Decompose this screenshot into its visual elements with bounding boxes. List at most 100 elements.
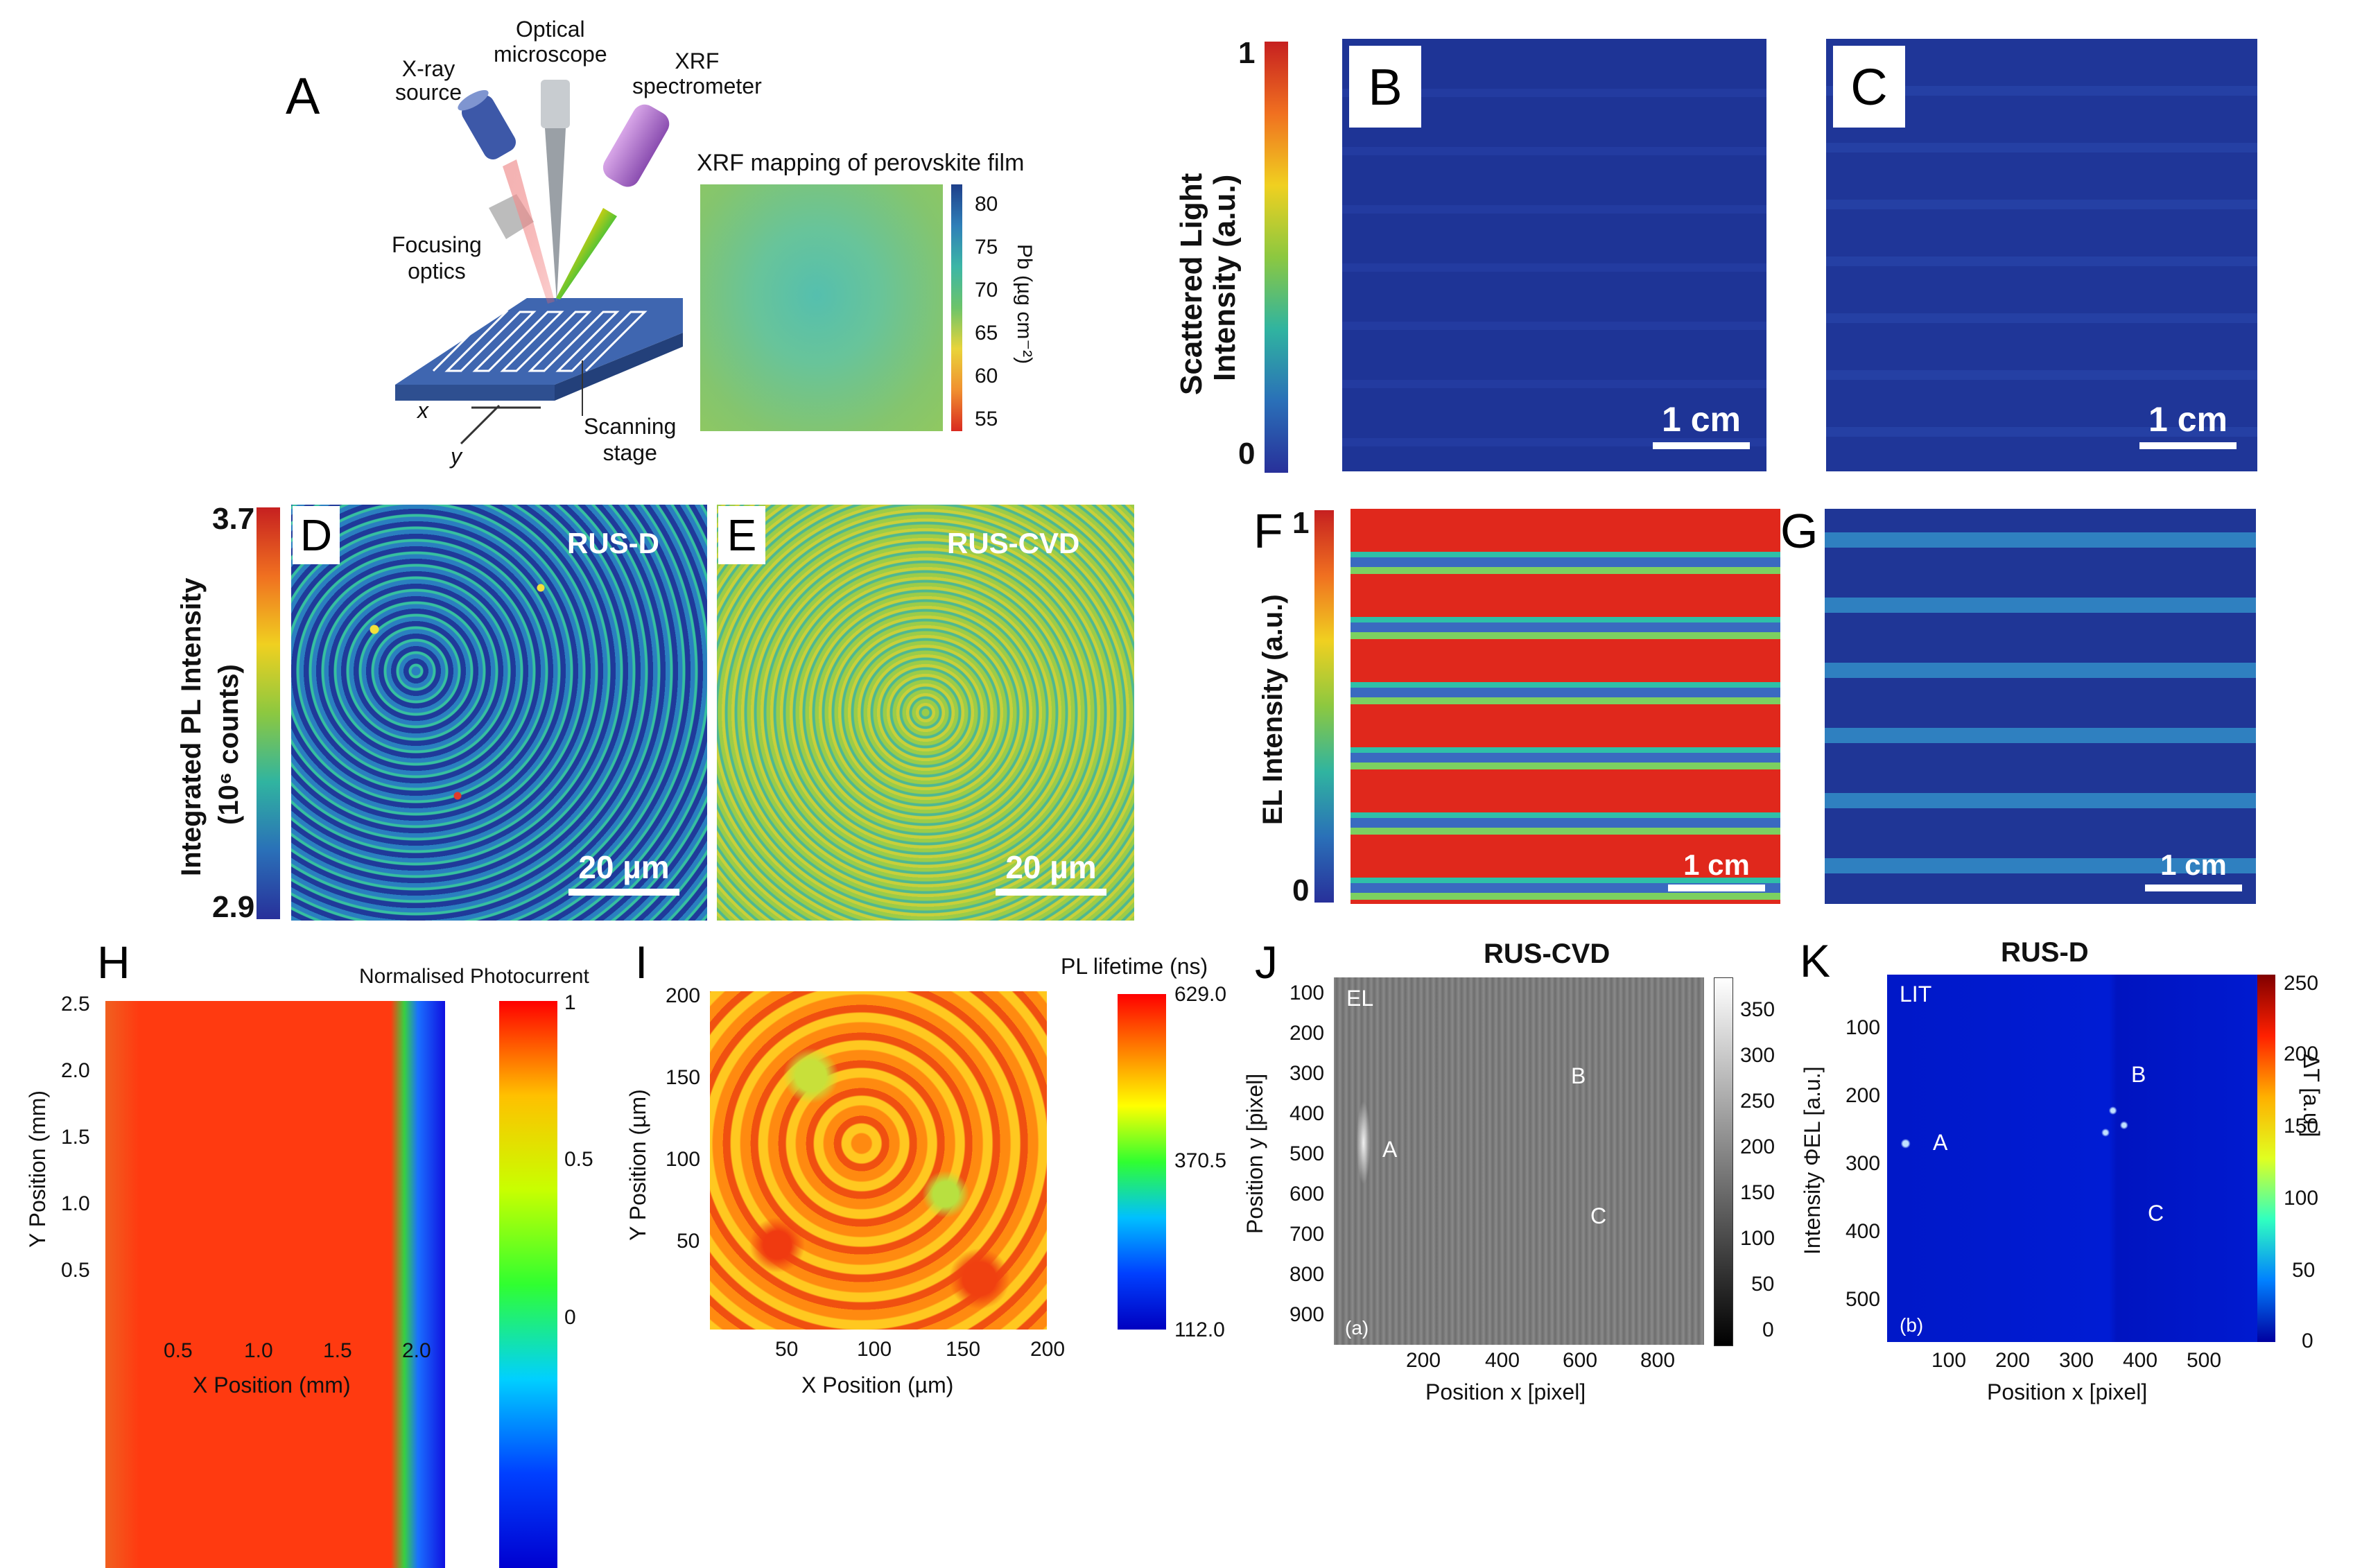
scalebar-d-line [568, 889, 679, 896]
letter-b: B [1349, 46, 1421, 128]
axis-x-label: x [417, 398, 428, 423]
k-ytick-4: 500 [1846, 1288, 1881, 1311]
j-el-image [1334, 977, 1704, 1345]
k-label-c: C [2148, 1201, 2164, 1226]
k-cbar-tick-0: 250 [2284, 972, 2319, 995]
k-xlabel: Position x [pixel] [1987, 1379, 2148, 1404]
lifetime-cbar-tick-0: 629.0 [1174, 983, 1227, 1006]
scatter-cbar-label-2: Intensity (a.u.) [1208, 174, 1242, 381]
photocurrent-cbar-tick-2: 0 [564, 1306, 576, 1329]
scanning-stage-label-2: stage [602, 440, 657, 465]
letter-j: J [1255, 937, 1278, 988]
j-label-b: B [1571, 1063, 1586, 1088]
pl-cbar-label-2: (10⁶ counts) [214, 664, 244, 825]
lifetime-ytick-1: 150 [666, 1066, 701, 1089]
photocurrent-ytick-1: 2.0 [61, 1059, 90, 1082]
j-title: RUS-CVD [1484, 939, 1610, 969]
photocurrent-colorbar [499, 1001, 557, 1568]
k-cbar-tick-2: 150 [2284, 1115, 2319, 1138]
panel-bc: 1 0 Scattered Light Intensity (a.u.) B 1… [1144, 28, 2267, 485]
k-tag: LIT [1900, 982, 1932, 1007]
lifetime-map [710, 991, 1047, 1330]
lifetime-xtick-3: 200 [1030, 1338, 1066, 1361]
photocurrent-xtick-3: 2.0 [402, 1339, 431, 1362]
k-xtick-4: 500 [2187, 1349, 2222, 1372]
k-xtick-0: 100 [1931, 1349, 1967, 1372]
j-ylabel: Position y [pixel] [1242, 1073, 1267, 1234]
lifetime-xtick-2: 150 [946, 1338, 981, 1361]
xray-source-label-2: source [395, 80, 462, 105]
el-cbar-label: EL Intensity (a.u.) [1258, 594, 1288, 825]
scalebar-f-line [1668, 885, 1765, 891]
map-e [717, 505, 1134, 921]
j-cbar-tick-1: 300 [1740, 1044, 1775, 1067]
xrf-cbar-label: Pb (µg cm⁻²) [1013, 244, 1036, 365]
photocurrent-xtick-1: 1.0 [244, 1339, 273, 1362]
j-cbar-tick-5: 100 [1740, 1227, 1775, 1250]
j-xtick-3: 800 [1640, 1349, 1676, 1372]
letter-h: H [97, 937, 130, 988]
scanning-stage-top [395, 298, 683, 385]
map-f [1351, 509, 1780, 904]
j-ytick-3: 400 [1289, 1102, 1325, 1125]
k-lit-image [1887, 975, 2257, 1342]
letter-c: C [1833, 46, 1905, 128]
scalebar-d: 20 µm [568, 848, 679, 896]
j-cbar-tick-0: 350 [1740, 998, 1775, 1021]
xrf-tick-0: 80 [975, 193, 998, 216]
scalebar-b-label: 1 cm [1662, 400, 1741, 439]
xrf-tick-4: 60 [975, 365, 998, 387]
xrf-tick-5: 55 [975, 408, 998, 430]
j-xtick-2: 600 [1563, 1349, 1598, 1372]
scatter-colorbar [1265, 42, 1288, 473]
lifetime-ytick-2: 100 [666, 1148, 701, 1171]
pl-colorbar [257, 507, 280, 919]
focusing-optics-label-2: optics [408, 259, 466, 284]
xrf-map-title: XRF mapping of perovskite film [697, 150, 1025, 176]
k-ytick-2: 300 [1846, 1152, 1881, 1175]
j-ytick-5: 600 [1289, 1183, 1325, 1205]
j-cbar-tick-7: 0 [1762, 1318, 1774, 1341]
photocurrent-cbar-title: Normalised Photocurrent [359, 965, 589, 988]
k-cbar-tick-1: 200 [2284, 1043, 2319, 1065]
k-colorbar [2257, 975, 2275, 1342]
xrf-setup-illustration [395, 80, 683, 445]
scalebar-f-label: 1 cm [1683, 848, 1750, 881]
photocurrent-ytick-4: 0.5 [61, 1259, 90, 1282]
scalebar-g-line [2145, 885, 2242, 891]
letter-g: G [1780, 504, 1818, 558]
photocurrent-map-area [105, 1001, 445, 1568]
j-label-c: C [1590, 1203, 1607, 1228]
lifetime-cbar-title: PL lifetime (ns) [1061, 954, 1208, 979]
j-label-a: A [1382, 1137, 1398, 1162]
panel-j: J RUS-CVD EL (a) A B C 350 300 250 200 1… [1234, 929, 1796, 1423]
k-label-a: A [1933, 1130, 1948, 1155]
j-tag: EL [1346, 986, 1374, 1011]
photocurrent-cbar-tick-1: 0.5 [564, 1148, 593, 1171]
j-ytick-8: 900 [1289, 1303, 1325, 1326]
scalebar-c: 1 cm [2139, 399, 2237, 449]
pl-cbar-min: 2.9 [212, 890, 255, 924]
k-title: RUS-D [2001, 937, 2089, 968]
scalebar-e-line [996, 889, 1106, 896]
k-cbar-label: ΔT [a.u.] [2299, 1054, 2324, 1138]
xray-source-label-1: X-ray [401, 56, 455, 81]
j-ytick-7: 800 [1289, 1263, 1325, 1286]
xrf-tick-3: 65 [975, 322, 998, 345]
scalebar-e-label: 20 µm [1005, 849, 1097, 885]
j-cbar-tick-6: 50 [1751, 1273, 1775, 1296]
k-ytick-3: 400 [1846, 1220, 1881, 1243]
lifetime-cbar-tick-1: 370.5 [1174, 1149, 1227, 1172]
scanning-stage-label-1: Scanning [584, 414, 677, 439]
panel-k: K RUS-D LIT (b) A B C 250 200 150 100 50… [1796, 929, 2350, 1423]
focusing-optics-label-1: Focusing [392, 232, 482, 257]
microscope-label-1: Optical [516, 17, 585, 42]
photocurrent-xlabel: X Position (mm) [193, 1373, 351, 1397]
el-cbar-max: 1 [1292, 506, 1310, 540]
scalebar-c-line [2139, 442, 2237, 449]
j-xtick-0: 200 [1406, 1349, 1441, 1372]
letter-k: K [1800, 935, 1831, 986]
k-ylabel: Intensity ΦEL [a.u.] [1800, 1066, 1825, 1255]
k-cbar-tick-3: 100 [2284, 1187, 2319, 1210]
lifetime-xtick-0: 50 [775, 1338, 799, 1361]
